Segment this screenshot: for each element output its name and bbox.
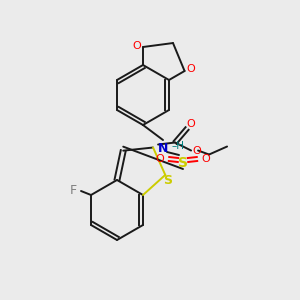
Text: N: N (158, 142, 168, 154)
Text: O: O (156, 154, 164, 164)
Text: O: O (187, 118, 195, 128)
Text: O: O (193, 146, 201, 155)
Text: O: O (202, 154, 210, 164)
Text: –H: –H (171, 141, 184, 151)
Text: S: S (163, 174, 172, 188)
Text: O: O (186, 64, 195, 74)
Text: O: O (133, 41, 141, 51)
Text: F: F (70, 184, 76, 197)
Text: S: S (178, 156, 188, 170)
